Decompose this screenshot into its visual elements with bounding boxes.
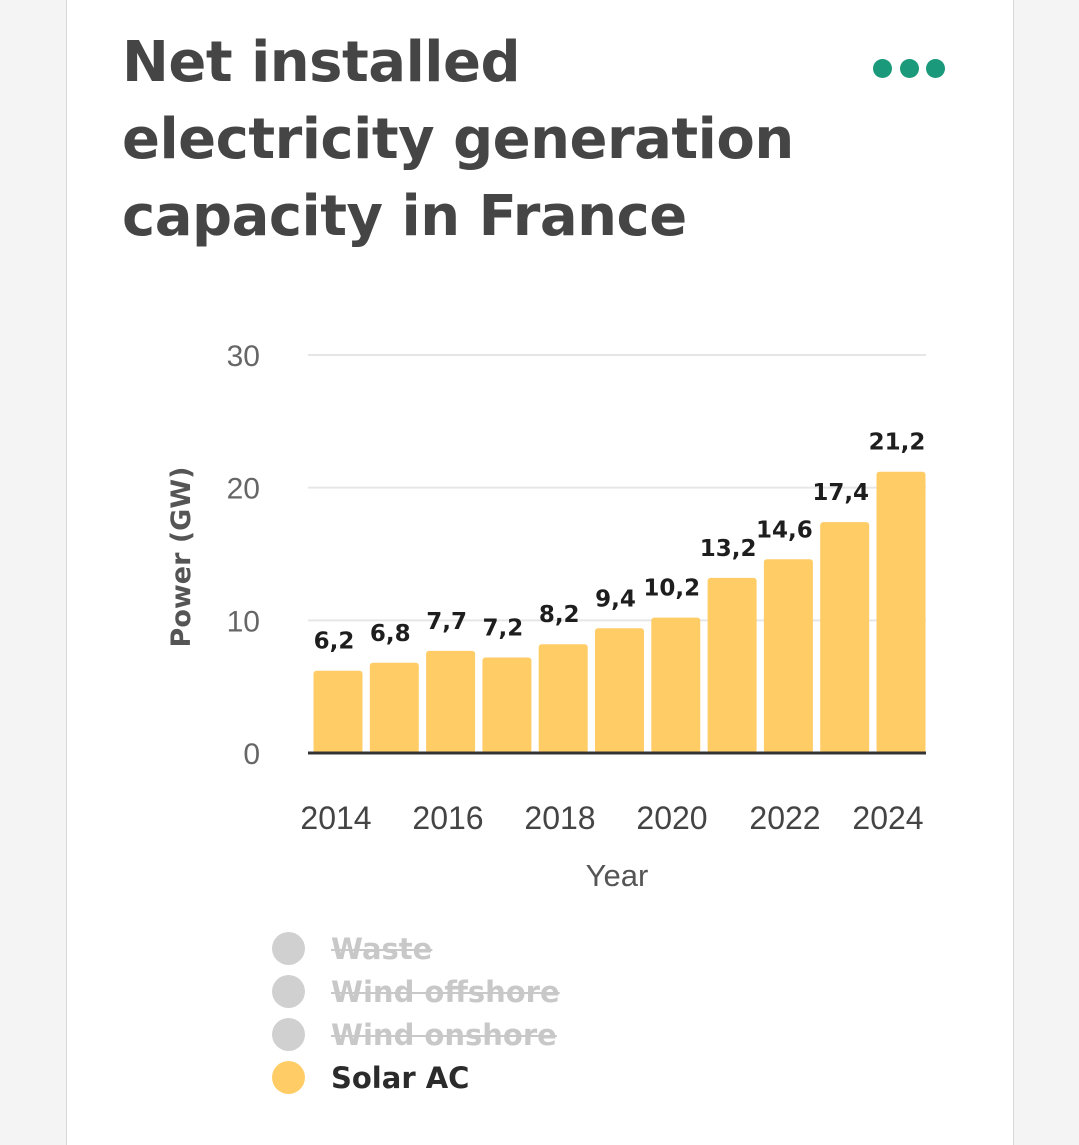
legend-label: Solar AC [331, 1060, 470, 1095]
bar [313, 670, 363, 753]
more-options-button[interactable] [873, 52, 945, 84]
legend-marker [272, 1061, 305, 1094]
data-label: 13,2 [700, 536, 757, 562]
data-label: 14,6 [756, 517, 813, 543]
data-label: 17,4 [812, 480, 869, 506]
data-label: 21,2 [869, 430, 926, 456]
more-dots-icon [926, 58, 945, 78]
chart-title: Net installed electricity generation cap… [122, 30, 794, 249]
data-label: 8,2 [539, 602, 580, 628]
legend-item[interactable]: Waste [272, 927, 560, 970]
data-label: 6,2 [314, 629, 355, 655]
bar [595, 628, 644, 753]
legend-marker [272, 932, 305, 965]
legend-label: Waste [331, 931, 433, 966]
legend-item[interactable]: Wind onshore [272, 1013, 560, 1056]
bar [538, 644, 588, 753]
data-label: 7,2 [483, 615, 524, 641]
y-tick-label: 10 [227, 605, 260, 638]
chart-legend: Waste Wind offshore Wind onshore Solar AC [272, 927, 560, 1099]
legend-marker [272, 975, 305, 1008]
x-tick-label: 2014 [300, 800, 371, 836]
data-label: 9,4 [595, 586, 636, 612]
y-tick-label: 30 [227, 340, 260, 373]
legend-item[interactable]: Solar AC [272, 1056, 560, 1099]
bar [369, 662, 419, 753]
bar [763, 559, 813, 753]
bar [426, 650, 476, 753]
bar [651, 617, 701, 753]
legend-item[interactable]: Wind offshore [272, 970, 560, 1013]
x-tick-label: 2022 [749, 800, 820, 836]
legend-marker [272, 1018, 305, 1051]
y-tick-label: 0 [243, 738, 260, 771]
x-tick-label: 2020 [636, 800, 707, 836]
data-label: 10,2 [643, 576, 700, 602]
x-axis-title: Year [586, 858, 649, 893]
bar [482, 657, 532, 753]
y-tick-label: 20 [227, 473, 260, 506]
data-label: 6,8 [370, 621, 411, 647]
x-tick-label: 2018 [524, 800, 595, 836]
bar [707, 577, 757, 753]
y-axis-title: Power (GW) [166, 467, 197, 648]
more-dots-icon [899, 58, 919, 78]
bar [820, 522, 870, 753]
x-tick-label: 2024 [852, 800, 923, 836]
bar [876, 471, 926, 753]
more-dots-icon [873, 58, 892, 78]
x-tick-label: 2016 [412, 800, 483, 836]
legend-label: Wind offshore [331, 974, 560, 1009]
legend-label: Wind onshore [331, 1017, 557, 1052]
data-label: 7,7 [426, 609, 467, 635]
